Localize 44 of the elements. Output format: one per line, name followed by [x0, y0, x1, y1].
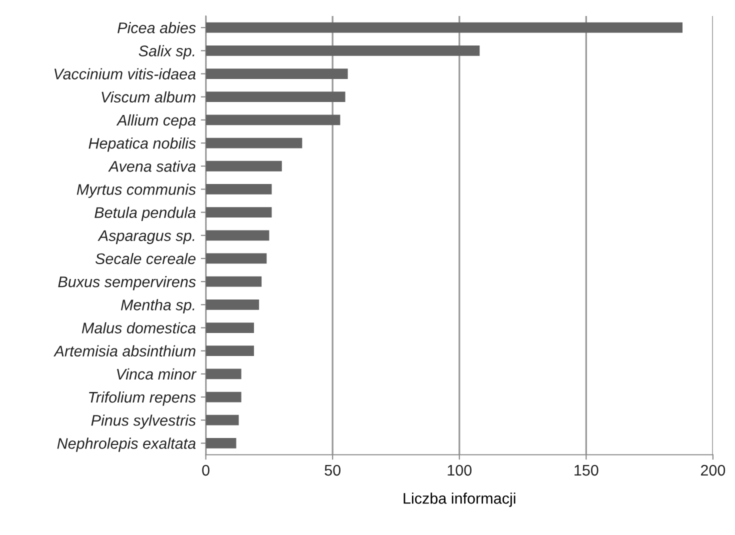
- bar: [206, 276, 262, 287]
- bar: [206, 414, 239, 426]
- bar: [206, 253, 267, 264]
- bar: [206, 230, 270, 241]
- y-tick-label: Artemisia absinthium: [54, 345, 196, 357]
- y-tick-label: Trifolium repens: [89, 391, 196, 406]
- bar: [206, 322, 254, 333]
- bar: [206, 438, 236, 448]
- bar: [206, 368, 242, 380]
- bar: [206, 22, 683, 33]
- x-tick-label: 200: [700, 464, 726, 476]
- x-axis-title: Liczba informacji: [404, 492, 516, 507]
- y-tick-label: Vinca minor: [117, 368, 197, 380]
- y-tick-label: Picea abies: [118, 22, 196, 34]
- y-tick-label: Malus domestica: [82, 322, 196, 334]
- y-tick-label: Mentha sp.: [120, 299, 194, 314]
- y-tick-label: Allium cepa: [116, 114, 196, 129]
- bar: [206, 92, 346, 102]
- y-tick-label: Betula pendula: [94, 206, 196, 222]
- y-tick-label: Avena sativa: [108, 160, 196, 172]
- bar: [206, 299, 260, 310]
- y-tick-label: Myrtus communis: [76, 184, 196, 198]
- x-tick-label: 50: [324, 464, 340, 476]
- bar: [206, 207, 272, 218]
- y-tick-label: Viscum album: [102, 91, 196, 103]
- x-tick-label: 150: [574, 464, 598, 476]
- y-tick-label: Secale cereale: [95, 252, 196, 264]
- bar: [206, 346, 254, 356]
- bar: [206, 68, 348, 79]
- bar: [206, 392, 242, 402]
- x-tick-label: 100: [448, 464, 472, 476]
- y-tick-label: Hepatica nobilis: [88, 138, 196, 152]
- y-tick-label: Vaccinium vitis-idaea: [54, 68, 196, 80]
- bar: [206, 184, 272, 194]
- y-tick-label: Asparagus sp.: [98, 230, 194, 244]
- y-tick-label: Pinus sylvestris: [91, 414, 196, 429]
- bar: [206, 45, 480, 56]
- x-tick-label: 0: [202, 464, 210, 476]
- bar: [206, 114, 340, 126]
- y-tick-label: Buxus sempervirens: [58, 276, 196, 290]
- y-tick-label: Nephrolepis exaltata: [57, 438, 196, 452]
- bar: [206, 160, 282, 172]
- y-tick-label: Salix sp.: [138, 45, 194, 60]
- bar: [206, 138, 302, 148]
